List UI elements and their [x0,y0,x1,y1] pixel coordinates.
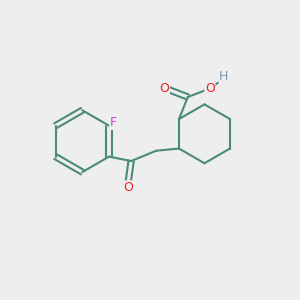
Text: O: O [123,181,133,194]
Text: F: F [110,116,117,129]
Text: O: O [205,82,215,95]
Text: O: O [159,82,169,95]
Text: H: H [219,70,228,83]
